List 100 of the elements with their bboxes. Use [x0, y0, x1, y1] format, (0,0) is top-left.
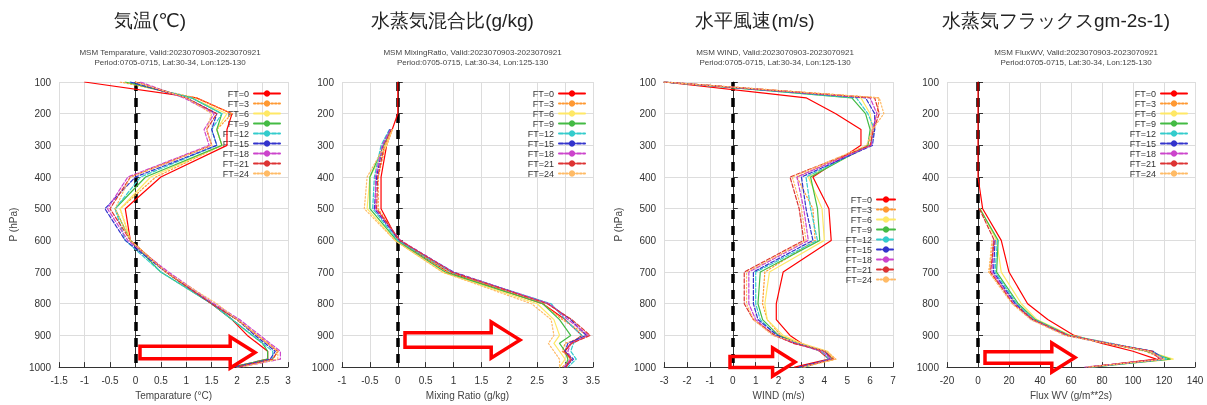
x-tick-label: 1.5 [474, 374, 489, 386]
legend-label: FT=24 [527, 168, 554, 179]
legend-label: FT=24 [1129, 168, 1156, 179]
y-tick-label: 800 [34, 298, 52, 310]
y-tick-label: 500 [317, 203, 335, 215]
x-tick-label: 3 [798, 374, 805, 386]
x-tick-label: 0 [132, 374, 139, 386]
y-tick-label: 100 [317, 76, 335, 88]
chart-title: 気温(℃) [114, 10, 186, 31]
y-tick-label: 700 [317, 266, 335, 278]
x-tick-label: -2 [682, 374, 692, 386]
legend-label: FT=3 [532, 98, 554, 109]
legend-label: FT=15 [1129, 138, 1156, 149]
legend-label: FT=3 [850, 204, 872, 215]
legend-label: FT=12 [1129, 128, 1156, 139]
y-tick-label: 200 [317, 108, 335, 120]
y-tick-label: 300 [922, 139, 940, 151]
x-tick-label: -1.5 [50, 374, 69, 386]
legend-label: FT=0 [532, 88, 554, 99]
x-tick-label: -0.5 [361, 374, 379, 386]
y-tick-label: 200 [922, 108, 940, 120]
x-tick-label: -1 [80, 374, 90, 386]
y-tick-label: 800 [317, 298, 335, 310]
legend-label: FT=18 [845, 254, 872, 265]
y-tick-label: 300 [34, 139, 52, 151]
legend-label: FT=6 [1134, 108, 1156, 119]
y-tick-label: 700 [34, 266, 52, 278]
x-tick-label: 40 [1034, 374, 1046, 386]
x-axis-title: Mixing Ratio (g/kg) [425, 389, 510, 401]
y-tick-label: 600 [317, 234, 335, 246]
legend-label: FT=9 [532, 118, 554, 129]
y-tick-label: 200 [34, 108, 52, 120]
y-tick-label: 300 [639, 139, 657, 151]
legend-label: FT=21 [1129, 158, 1156, 169]
x-tick-label: 3.5 [586, 374, 601, 386]
x-tick-label: -20 [939, 374, 955, 386]
x-tick-label: 2 [234, 374, 241, 386]
y-tick-label: 500 [922, 203, 940, 215]
y-tick-label: 700 [922, 266, 940, 278]
x-tick-label: 1 [752, 374, 759, 386]
x-tick-label: 1 [450, 374, 457, 386]
x-axis-title: WIND (m/s) [752, 389, 805, 401]
x-tick-label: 1.5 [204, 374, 220, 386]
x-tick-label: -1 [705, 374, 715, 386]
y-axis-title: P (hPa) [612, 207, 624, 242]
chart-subtitle: MSM Temparature, Valid:2023070903-2023070921 Period:0705-0715, Lat:30-34, Lon:125-130 [79, 47, 262, 67]
y-tick-label: 100 [922, 76, 940, 88]
x-axis-title: Temparature (°C) [135, 389, 212, 401]
y-tick-label: 1000 [633, 361, 657, 373]
legend-label: FT=18 [222, 148, 249, 159]
x-tick-label: 3 [285, 374, 292, 386]
x-tick-label: 4 [821, 374, 828, 386]
y-tick-label: 900 [317, 329, 335, 341]
y-tick-label: 800 [922, 298, 940, 310]
legend-label: FT=21 [527, 158, 554, 169]
y-tick-label: 500 [639, 203, 657, 215]
y-tick-label: 600 [639, 234, 657, 246]
legend-label: FT=0 [850, 194, 872, 205]
y-tick-label: 600 [34, 234, 52, 246]
x-tick-label: -1 [337, 374, 347, 386]
x-tick-label: 0.5 [418, 374, 434, 386]
y-tick-label: 500 [34, 203, 52, 215]
y-tick-label: 900 [34, 329, 52, 341]
x-tick-label: 1 [183, 374, 190, 386]
legend-label: FT=9 [850, 224, 872, 235]
chart-subtitle: MSM WIND, Valid:2023070903-2023070921 Period:0705-0715, Lat:30-34, Lon:125-130 [696, 47, 855, 67]
x-tick-label: 100 [1124, 374, 1142, 386]
y-tick-label: 1000 [311, 361, 335, 373]
x-tick-label: 0 [975, 374, 982, 386]
legend-label: FT=12 [527, 128, 554, 139]
legend-label: FT=3 [227, 98, 249, 109]
x-tick-label: 0.5 [153, 374, 169, 386]
x-tick-label: 2.5 [530, 374, 545, 386]
legend-label: FT=0 [227, 88, 249, 99]
legend-label: FT=0 [1134, 88, 1156, 99]
x-tick-label: 0 [730, 374, 737, 386]
y-tick-label: 400 [34, 171, 52, 183]
legend-label: FT=3 [1134, 98, 1156, 109]
legend-label: FT=12 [845, 234, 872, 245]
legend-label: FT=15 [845, 244, 872, 255]
legend-label: FT=18 [527, 148, 554, 159]
chart-title: 水蒸気フラックスgm-2s-1) [941, 10, 1171, 31]
x-tick-label: 120 [1155, 374, 1173, 386]
x-tick-label: 140 [1186, 374, 1204, 386]
x-tick-label: 2 [506, 374, 513, 386]
y-tick-label: 900 [639, 329, 657, 341]
y-tick-label: 1000 [28, 361, 52, 373]
x-tick-label: 3 [562, 374, 569, 386]
legend-label: FT=9 [1134, 118, 1156, 129]
legend-label: FT=18 [1129, 148, 1156, 159]
x-tick-label: 20 [1003, 374, 1015, 386]
x-axis-title: Flux WV (g/m**2s) [1029, 389, 1113, 401]
legend-label: FT=24 [222, 168, 249, 179]
legend-label: FT=21 [222, 158, 249, 169]
x-tick-label: 80 [1096, 374, 1108, 386]
y-tick-label: 400 [317, 171, 335, 183]
legend-label: FT=6 [532, 108, 554, 119]
legend-label: FT=24 [845, 274, 872, 285]
x-tick-label: 60 [1065, 374, 1077, 386]
legend-label: FT=6 [850, 214, 872, 225]
